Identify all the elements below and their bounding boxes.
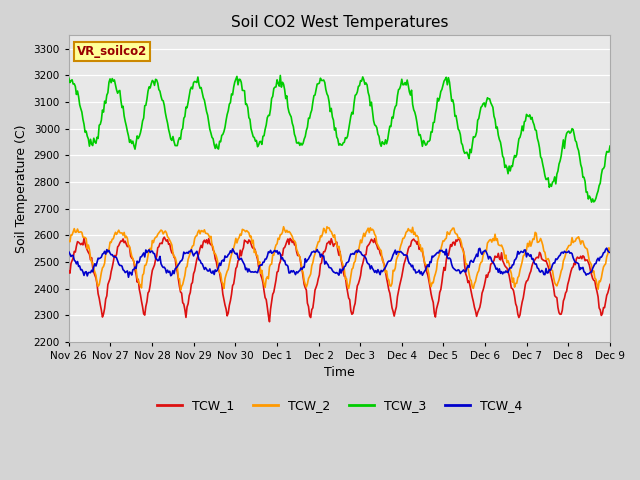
Y-axis label: Soil Temperature (C): Soil Temperature (C) xyxy=(15,124,28,253)
TCW_3 xyxy=(65,75,73,81)
TCW_4 xyxy=(594,255,602,261)
Line: TCW_2: TCW_2 xyxy=(69,227,610,290)
TCW_4 xyxy=(326,265,334,271)
TCW_2 xyxy=(324,225,332,231)
TCW_4 xyxy=(359,252,367,258)
Line: TCW_3: TCW_3 xyxy=(69,75,610,202)
Text: VR_soilco2: VR_soilco2 xyxy=(77,45,147,58)
TCW_4 xyxy=(323,261,331,266)
TCW_1 xyxy=(328,236,335,241)
TCW_2 xyxy=(360,230,367,236)
TCW_1 xyxy=(595,305,603,311)
X-axis label: Time: Time xyxy=(324,367,355,380)
TCW_1 xyxy=(389,309,397,314)
TCW_2 xyxy=(595,278,603,284)
TCW_3 xyxy=(359,74,367,80)
TCW_2 xyxy=(511,284,518,290)
TCW_1 xyxy=(511,293,518,299)
TCW_1 xyxy=(360,256,367,262)
TCW_3 xyxy=(276,72,284,78)
TCW_2 xyxy=(177,287,184,293)
TCW_4 xyxy=(606,250,614,255)
TCW_2 xyxy=(389,267,397,273)
TCW_3 xyxy=(606,143,614,149)
TCW_2 xyxy=(65,238,73,244)
TCW_3 xyxy=(323,91,331,97)
TCW_4 xyxy=(388,255,396,261)
Line: TCW_1: TCW_1 xyxy=(69,237,610,322)
TCW_1 xyxy=(606,282,614,288)
Title: Soil CO2 West Temperatures: Soil CO2 West Temperatures xyxy=(230,15,448,30)
TCW_3 xyxy=(326,109,334,115)
TCW_1 xyxy=(161,234,168,240)
TCW_1 xyxy=(65,268,73,274)
TCW_1 xyxy=(266,319,273,324)
Line: TCW_4: TCW_4 xyxy=(69,248,610,277)
TCW_2 xyxy=(280,224,287,229)
TCW_3 xyxy=(588,199,595,205)
TCW_4 xyxy=(603,245,611,251)
TCW_3 xyxy=(509,157,517,163)
TCW_2 xyxy=(606,247,614,253)
Legend: TCW_1, TCW_2, TCW_3, TCW_4: TCW_1, TCW_2, TCW_3, TCW_4 xyxy=(152,394,527,417)
TCW_4 xyxy=(125,275,132,280)
TCW_3 xyxy=(595,183,603,189)
TCW_2 xyxy=(328,228,335,234)
TCW_1 xyxy=(324,240,332,246)
TCW_4 xyxy=(65,249,73,255)
TCW_4 xyxy=(509,262,517,268)
TCW_3 xyxy=(388,114,396,120)
